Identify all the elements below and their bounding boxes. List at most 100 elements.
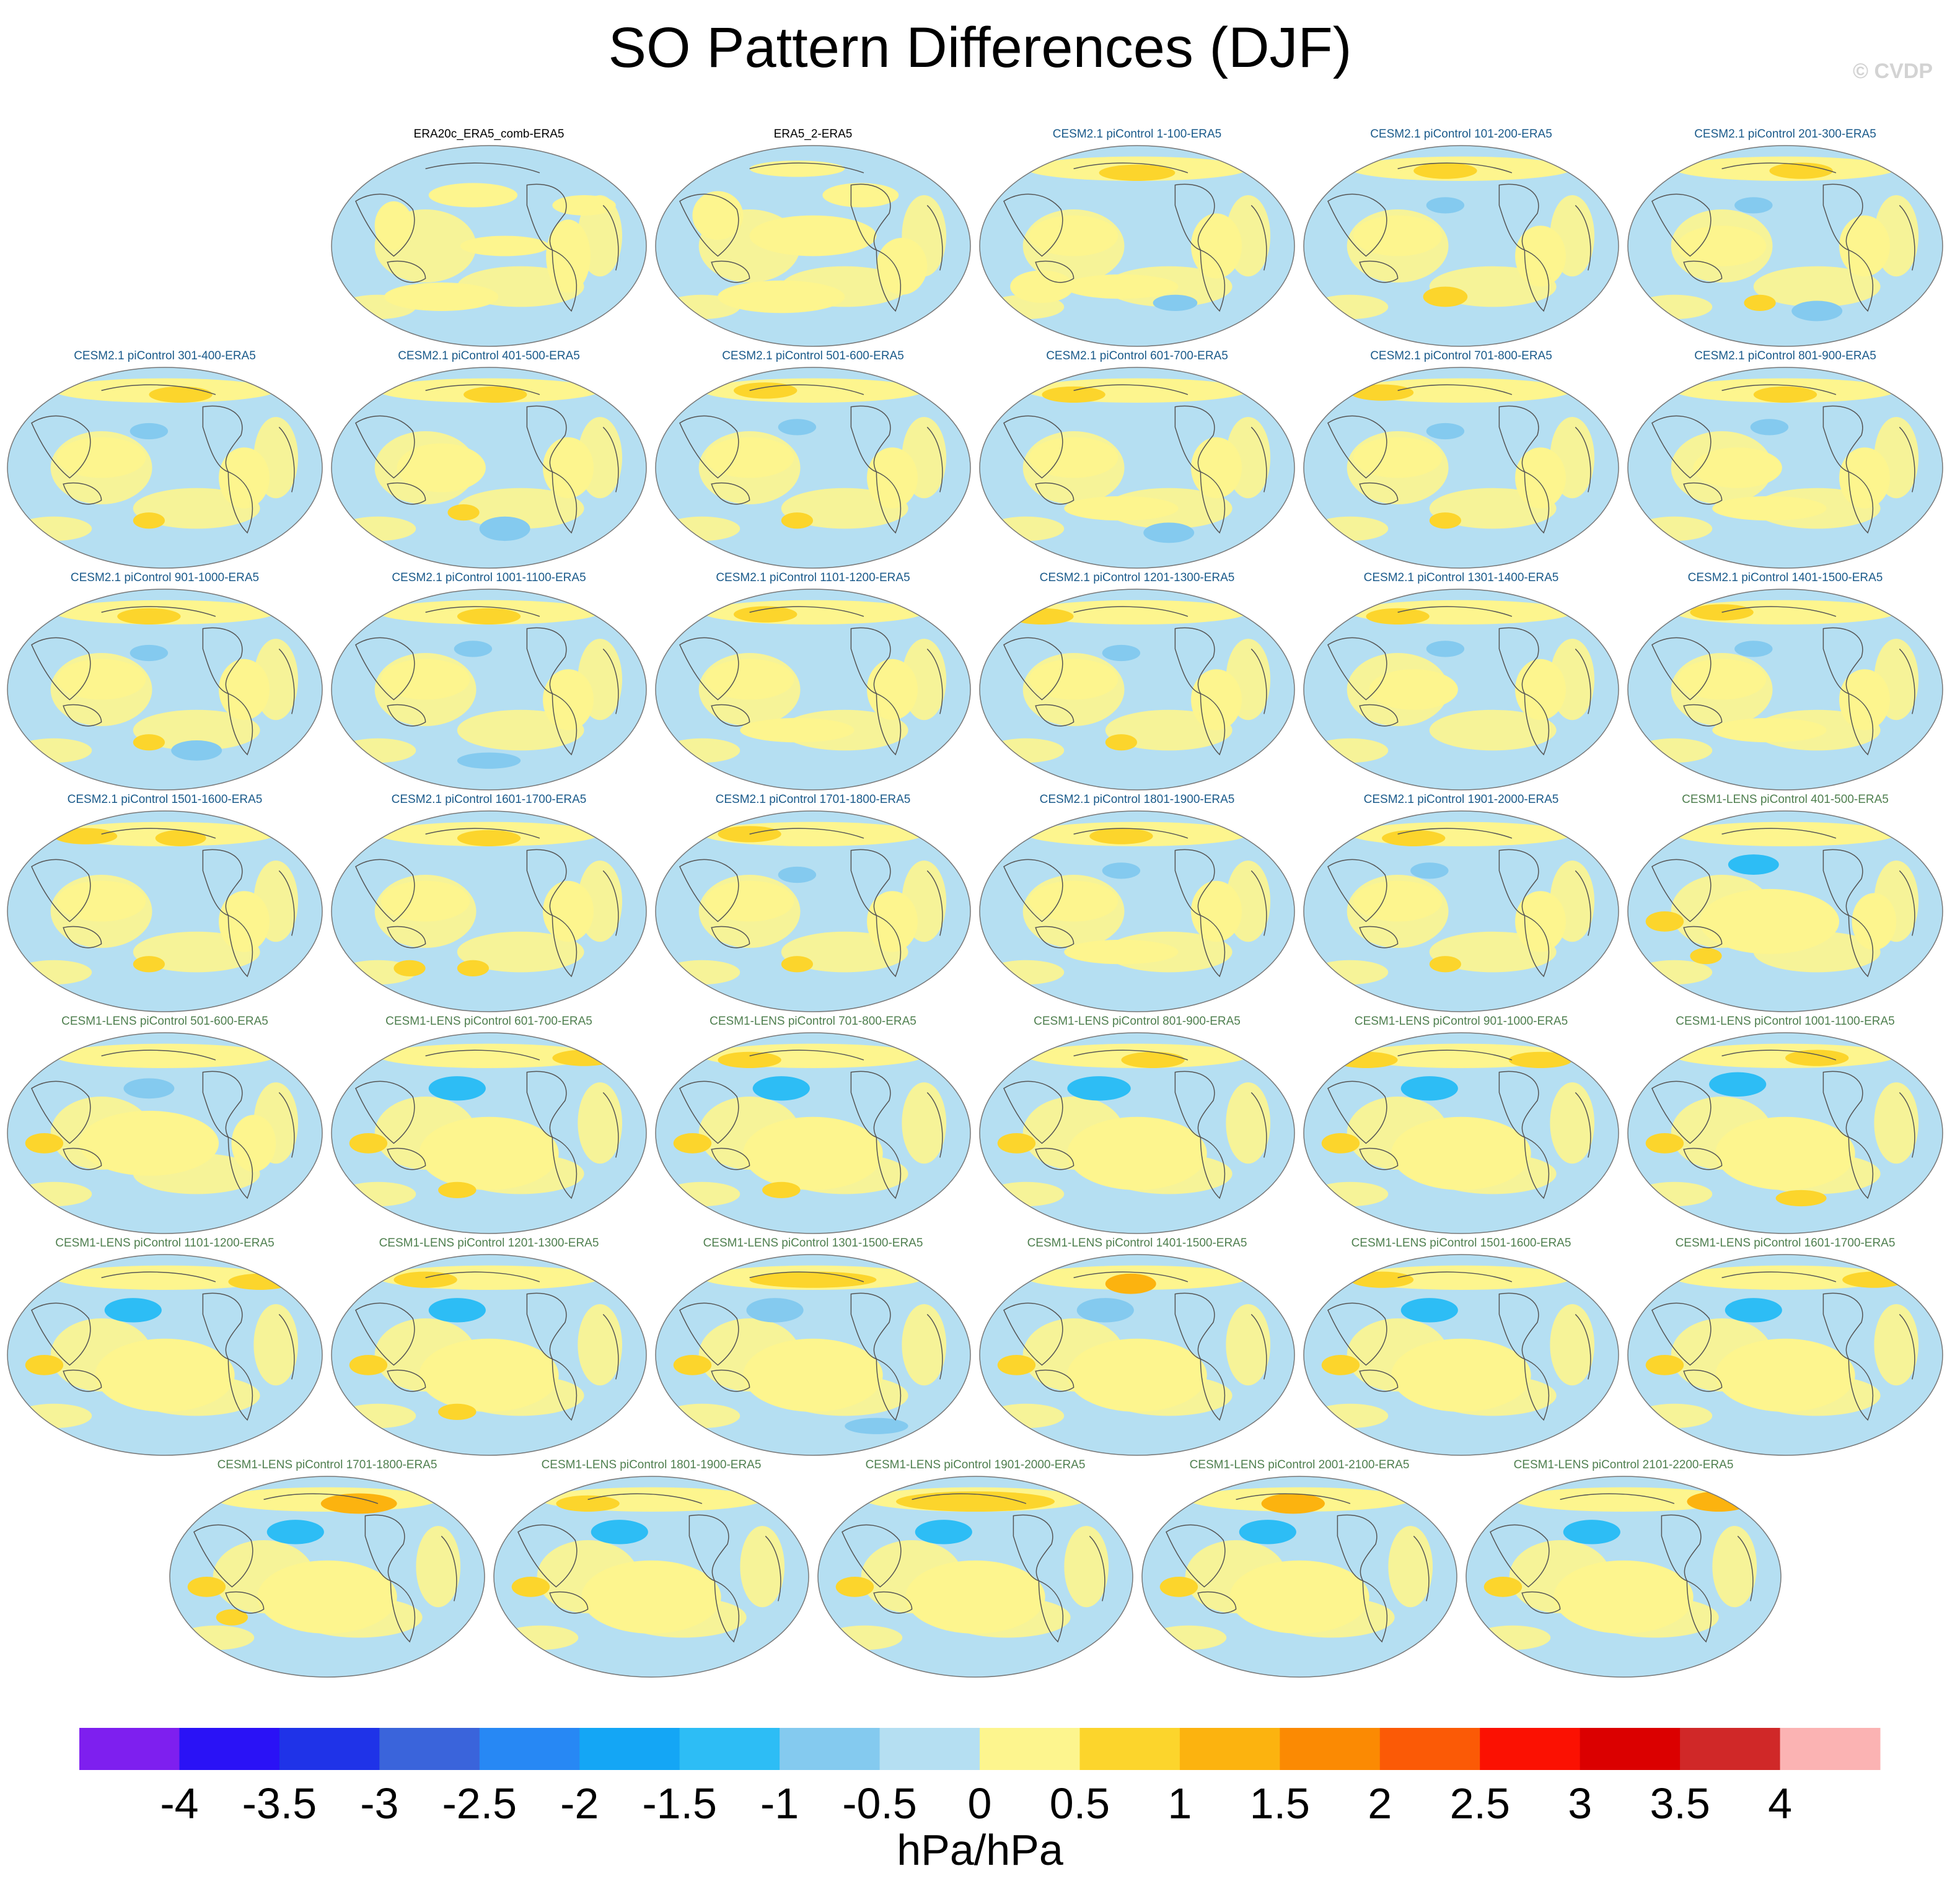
coastline [679,1302,739,1366]
anomaly-contour [1699,888,1840,954]
coastline [1035,1369,1074,1392]
coastline [711,482,750,505]
coastline [749,828,864,839]
coastline [1073,384,1189,395]
coastline [679,415,739,479]
map-panel: CESM2.1 piControl 501-600-ERA5 [654,349,972,569]
anomaly-contour [1400,1298,1458,1323]
anomaly-contour [1734,197,1773,214]
map-panel: CESM2.1 piControl 101-200-ERA5 [1303,127,1620,348]
map-plot [979,145,1295,347]
anomaly-contour [428,183,518,208]
coastline [355,1302,415,1366]
map-panel: CESM1-LENS piControl 701-800-ERA5 [654,1014,972,1235]
coastline [749,606,864,617]
anomaly-contour [1715,1338,1855,1412]
anomaly-contour [1191,437,1242,499]
map-panel: CESM2.1 piControl 201-300-ERA5 [1627,127,1944,348]
colorbar-swatch [279,1728,380,1770]
anomaly-contour [1712,717,1827,743]
coastline [1200,1358,1226,1421]
anomaly-contour [1769,162,1833,179]
field-patch [133,709,260,751]
map-plot [1303,589,1619,791]
coastline [31,1302,91,1366]
anomaly-contour [1089,828,1153,844]
coastline [1073,1049,1189,1061]
anomaly-contour [428,1298,486,1323]
coastline [850,1292,891,1360]
anomaly-contour [1563,1520,1620,1544]
anomaly-contour [1410,862,1449,879]
anomaly-contour [1515,226,1566,287]
coastline [679,1080,739,1144]
anomaly-contour [1153,294,1198,311]
coastline [31,859,91,922]
map-plot [1303,145,1619,347]
map-plot [7,1254,323,1456]
anomaly-contour [219,659,270,721]
coastline [390,1580,416,1643]
coastline [1003,1080,1063,1144]
anomaly-contour [53,1043,276,1069]
map-plot [979,367,1295,569]
map-border [979,810,1295,1012]
anomaly-contour [1064,939,1179,965]
map-plot [1627,589,1943,791]
anomaly-contour [377,1043,600,1069]
anomaly-contour [1067,1116,1207,1190]
panel-title: ERA5_2-ERA5 [773,128,853,141]
anomaly-contour [1839,447,1890,509]
map-plot [331,810,647,1012]
anomaly-contour [460,235,550,256]
coastline [552,1358,578,1421]
coastline [1498,627,1539,694]
map-plot [331,589,647,791]
coastline [1397,1049,1513,1061]
anomaly-contour [457,960,489,976]
map-plot [331,145,647,347]
map-panel: CESM2.1 piControl 701-800-ERA5 [1303,349,1620,569]
map-border [1627,589,1943,791]
coastline [1200,1136,1226,1199]
anomaly-contour [1229,1560,1369,1634]
coastline [1651,1080,1712,1144]
coastline [227,693,253,756]
coastline [193,1524,253,1588]
coastline [526,627,567,694]
coastline [31,1080,91,1144]
anomaly-contour [219,891,270,952]
anomaly-contour [374,201,413,250]
anomaly-contour [56,880,146,922]
anomaly-contour [393,960,426,976]
anomaly-contour [1674,822,1897,847]
anomaly-contour [1353,437,1443,478]
map-panel: CESM2.1 piControl 1901-2000-ERA5 [1303,792,1620,1013]
coastline [1683,482,1723,505]
coastline [1524,249,1550,312]
anomaly-contour [130,644,169,662]
panel-title: CESM1-LENS piControl 1301-1500-ERA5 [703,1237,923,1250]
coastline [711,1147,750,1170]
map-plot [817,1476,1133,1678]
coastline [278,648,295,714]
panel-title: CESM2.1 piControl 201-300-ERA5 [1694,128,1876,141]
colorbar-tick-label: 3.5 [1650,1779,1710,1828]
copyright-watermark: © CVDP [1853,59,1933,83]
anomaly-contour [1426,641,1465,657]
anomaly-contour [1709,1072,1767,1097]
coastline [1848,249,1874,312]
coastline [602,870,619,936]
map-plot [493,1476,809,1678]
coastline [1035,926,1074,949]
map-plot [7,589,323,791]
anomaly-contour [1026,600,1249,625]
anomaly-contour [53,1265,276,1290]
anomaly-contour [905,1560,1045,1634]
panel-title: CESM2.1 piControl 1901-2000-ERA5 [1363,793,1559,806]
anomaly-contour [266,1520,324,1544]
coastline [1721,1271,1837,1282]
anomaly-contour [1067,1076,1131,1101]
map-border [979,367,1295,569]
anomaly-contour [95,1338,235,1412]
